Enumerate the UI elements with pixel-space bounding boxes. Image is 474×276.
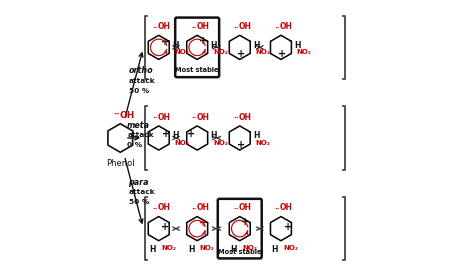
Text: H: H: [294, 41, 301, 50]
Text: NO₂: NO₂: [174, 49, 190, 55]
Text: +: +: [237, 140, 245, 150]
Text: +: +: [278, 49, 286, 59]
Text: OH: OH: [158, 113, 171, 121]
Text: H: H: [172, 131, 179, 140]
Text: OH: OH: [196, 22, 210, 31]
Text: ··: ··: [274, 206, 280, 212]
Text: attack: attack: [127, 132, 154, 138]
Text: ··: ··: [191, 206, 196, 212]
Text: ··: ··: [153, 116, 158, 121]
Text: NO₂: NO₂: [255, 140, 271, 146]
Text: NO₂: NO₂: [283, 245, 298, 251]
Text: H: H: [210, 41, 217, 50]
Text: NO₂: NO₂: [297, 49, 312, 55]
Text: NO₂: NO₂: [242, 245, 257, 251]
Text: OH: OH: [158, 22, 171, 31]
Text: OH: OH: [239, 113, 252, 121]
Text: +: +: [187, 129, 195, 139]
Text: +: +: [241, 217, 249, 227]
Text: attack: attack: [128, 189, 155, 195]
Text: OH: OH: [239, 22, 252, 31]
FancyBboxPatch shape: [175, 18, 219, 77]
Text: H: H: [149, 245, 156, 254]
Text: +: +: [283, 222, 292, 232]
Text: ··: ··: [191, 116, 196, 121]
Text: meta: meta: [127, 121, 150, 129]
Text: 50 %: 50 %: [128, 199, 149, 205]
Text: ··: ··: [113, 111, 119, 120]
Text: NO₂: NO₂: [174, 140, 190, 146]
Text: +: +: [199, 36, 207, 46]
FancyBboxPatch shape: [100, 1, 374, 275]
Text: OH: OH: [119, 111, 135, 120]
Text: ortho: ortho: [128, 67, 153, 75]
Text: NO₂: NO₂: [255, 49, 271, 55]
Text: para: para: [128, 178, 149, 187]
Text: Phenol: Phenol: [106, 160, 135, 168]
Text: Most stable: Most stable: [218, 249, 262, 254]
Text: attack: attack: [128, 78, 155, 84]
Text: NO₂: NO₂: [213, 140, 228, 146]
Text: NO₂: NO₂: [200, 245, 214, 251]
Text: +: +: [161, 37, 169, 47]
Text: +: +: [162, 129, 170, 139]
Text: NO₂: NO₂: [213, 49, 228, 55]
Text: H: H: [188, 245, 194, 254]
Text: OH: OH: [196, 113, 210, 121]
Text: ··: ··: [274, 25, 280, 31]
Text: OH: OH: [280, 22, 293, 31]
Text: ··: ··: [233, 206, 239, 212]
Text: +: +: [199, 217, 207, 228]
Text: ··: ··: [191, 25, 196, 31]
Text: OH: OH: [280, 203, 293, 212]
Text: ··: ··: [233, 116, 239, 121]
Text: H: H: [172, 41, 179, 50]
Text: H: H: [210, 131, 217, 140]
Text: ··: ··: [153, 206, 158, 212]
Text: 0 %: 0 %: [127, 142, 142, 148]
Text: H: H: [272, 245, 278, 254]
Text: ··: ··: [153, 25, 158, 31]
Text: +: +: [161, 222, 169, 232]
Text: OH: OH: [196, 203, 210, 212]
Text: H: H: [253, 41, 260, 50]
Text: 50 %: 50 %: [128, 88, 149, 94]
Text: ··: ··: [233, 25, 239, 31]
Text: H: H: [230, 245, 237, 254]
Text: Most stable: Most stable: [175, 67, 219, 73]
Text: OH: OH: [239, 203, 252, 212]
Text: NO₂: NO₂: [161, 245, 176, 251]
Text: +: +: [237, 49, 245, 59]
Text: OH: OH: [158, 203, 171, 212]
Text: H: H: [253, 131, 260, 140]
FancyBboxPatch shape: [218, 199, 262, 258]
